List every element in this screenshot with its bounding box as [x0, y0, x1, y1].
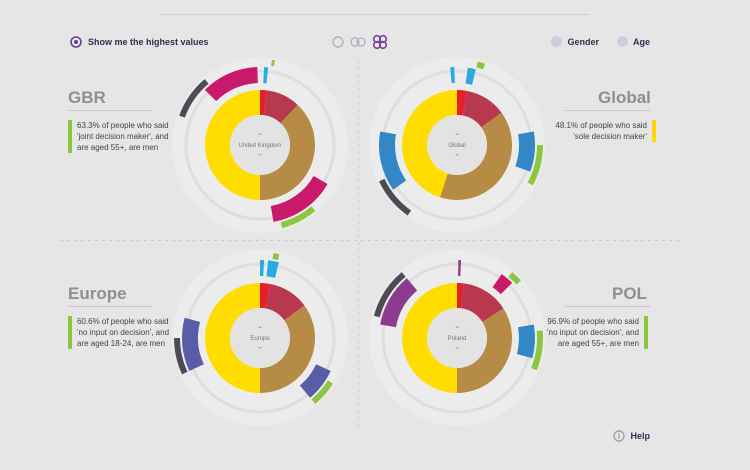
chevron-down-icon: [258, 154, 262, 156]
outer-segment-cyan[interactable]: [266, 260, 279, 278]
inner-segment-yellow[interactable]: [402, 90, 457, 198]
chevron-up-icon: [455, 133, 459, 135]
outer-segment-cyan[interactable]: [450, 67, 455, 84]
panel-description-pol: 96.9% of people who said 'no input on de…: [539, 316, 648, 349]
horizontal-divider: [60, 240, 680, 241]
outer-segment-purple[interactable]: [380, 278, 418, 328]
donut-chart-europe[interactable]: Europe: [170, 248, 350, 428]
inner-segment-tan[interactable]: [260, 104, 315, 200]
outer-segment-blue[interactable]: [379, 131, 407, 190]
donut-chart-global[interactable]: Global: [367, 55, 547, 235]
inner-segment-yellow[interactable]: [205, 90, 260, 200]
outer-segment-green[interactable]: [531, 330, 543, 371]
center-disc: [427, 308, 487, 368]
age-label: Age: [632, 36, 650, 47]
help-label: Help: [630, 431, 650, 441]
panel-description-europe: 60.6% of people who said 'no input on de…: [68, 316, 177, 349]
title-rule: [68, 110, 153, 111]
inner-segment-tan[interactable]: [260, 305, 315, 393]
top-divider: [160, 14, 590, 15]
inner-segment-crimson[interactable]: [263, 90, 298, 124]
outer-segment-cyan[interactable]: [465, 67, 476, 85]
outer-segment-blue[interactable]: [516, 324, 535, 359]
panel-title-global: Global: [598, 88, 651, 107]
filter-group: Gender Age: [551, 36, 650, 47]
chevron-up-icon: [258, 133, 262, 135]
center-disc: [230, 115, 290, 175]
panel-description-gbr: 63.3% of people who said 'joint decision…: [68, 120, 177, 153]
svg-text:i: i: [618, 432, 620, 441]
title-rule: [565, 306, 650, 307]
chevron-up-icon: [258, 326, 262, 328]
center-label: Europe: [250, 336, 270, 342]
inner-segment-yellow[interactable]: [402, 283, 457, 393]
show-highest-values-label: Show me the highest values: [88, 37, 209, 47]
gender-label: Gender: [567, 36, 599, 47]
outer-segment-slate[interactable]: [182, 317, 204, 371]
double-circle-view-icon[interactable]: [350, 36, 366, 48]
inner-segment-red[interactable]: [457, 283, 464, 309]
inner-segment-red[interactable]: [260, 90, 267, 116]
title-rule: [565, 110, 650, 111]
view-toggle: [332, 34, 388, 50]
inner-segment-yellow[interactable]: [205, 283, 260, 393]
outer-segment-dark[interactable]: [379, 178, 412, 216]
outer-segment-cyan[interactable]: [260, 260, 265, 277]
panel-description-global: 48.1% of people who said 'sole decision …: [547, 120, 656, 142]
info-icon: i: [613, 430, 626, 442]
center-label: Poland: [448, 336, 467, 342]
outer-segment-magenta[interactable]: [492, 274, 513, 295]
panel-title-gbr: GBR: [68, 88, 106, 107]
outer-segment-purple[interactable]: [458, 260, 462, 277]
chevron-down-icon: [455, 154, 459, 156]
inner-ring-track: [184, 69, 336, 221]
age-toggle-icon: [616, 36, 628, 47]
outer-segment-cyan[interactable]: [263, 67, 269, 84]
outer-segment-green[interactable]: [280, 206, 316, 229]
gender-toggle-icon: [551, 36, 563, 47]
outer-segment-green[interactable]: [271, 59, 275, 67]
outer-segment-magenta[interactable]: [270, 176, 328, 222]
outer-segment-green[interactable]: [527, 145, 543, 186]
center-label: Global: [448, 143, 465, 149]
outer-segment-slate[interactable]: [299, 364, 331, 398]
vertical-divider: [358, 60, 359, 430]
outer-segment-magenta[interactable]: [204, 67, 258, 102]
chevron-down-icon: [455, 347, 459, 349]
center-disc: [427, 115, 487, 175]
inner-segment-crimson[interactable]: [460, 283, 504, 322]
chevron-down-icon: [258, 347, 262, 349]
show-highest-values-button[interactable]: Show me the highest values: [70, 36, 209, 48]
outer-segment-dark[interactable]: [174, 338, 188, 375]
title-rule: [68, 306, 153, 307]
center-label: United Kingdom: [239, 143, 282, 149]
panel-title-pol: POL: [612, 284, 647, 303]
outer-segment-green[interactable]: [476, 61, 485, 70]
outer-segment-green[interactable]: [508, 272, 521, 285]
inner-segment-crimson[interactable]: [462, 90, 502, 128]
panel-title-europe: Europe: [68, 284, 127, 303]
help-button[interactable]: i Help: [613, 430, 650, 442]
inner-segment-crimson[interactable]: [265, 283, 305, 321]
age-filter[interactable]: Age: [616, 36, 650, 47]
chevron-up-icon: [455, 326, 459, 328]
target-icon: [70, 36, 82, 48]
inner-segment-red[interactable]: [260, 283, 271, 309]
quad-circle-view-icon[interactable]: [372, 34, 388, 50]
inner-segment-tan[interactable]: [457, 308, 512, 393]
donut-chart-pol[interactable]: Poland: [367, 248, 547, 428]
donut-chart-gbr[interactable]: United Kingdom: [170, 55, 350, 235]
outer-segment-green[interactable]: [272, 253, 280, 261]
outer-segment-dark[interactable]: [373, 272, 406, 318]
inner-segment-red[interactable]: [457, 90, 468, 116]
outer-segment-green[interactable]: [311, 380, 333, 404]
gender-filter[interactable]: Gender: [551, 36, 599, 47]
outer-segment-dark[interactable]: [179, 79, 209, 118]
outer-segment-blue[interactable]: [515, 131, 535, 172]
single-circle-view-icon[interactable]: [332, 36, 344, 48]
center-disc: [230, 308, 290, 368]
inner-segment-tan[interactable]: [440, 112, 512, 200]
